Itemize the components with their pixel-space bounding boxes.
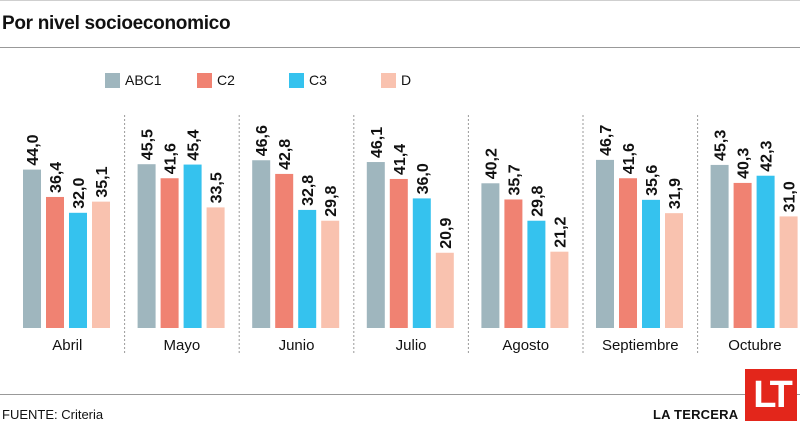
category-label: Abril <box>52 337 82 354</box>
legend-swatch <box>289 72 304 88</box>
data-label: 29,8 <box>529 185 546 216</box>
bar-c2 <box>389 178 408 328</box>
legend-item-c3: C3 <box>289 70 327 90</box>
data-label: 42,8 <box>277 139 294 170</box>
data-label: 40,2 <box>483 148 500 179</box>
brand-logo: LT <box>745 369 797 421</box>
legend-label: C2 <box>217 72 235 88</box>
category-label: Agosto <box>502 337 549 354</box>
bar-c2 <box>160 178 179 328</box>
bar-c2 <box>46 196 64 328</box>
brand-logo-text: LT <box>753 374 793 416</box>
bar-abc1 <box>137 164 156 328</box>
data-label: 32,0 <box>71 178 88 209</box>
bar-abc1 <box>252 160 271 328</box>
legend-item-c2: C2 <box>197 70 235 90</box>
bar-d <box>779 216 798 328</box>
data-label: 44,0 <box>25 134 42 165</box>
data-label: 45,4 <box>186 129 203 160</box>
data-label: 40,3 <box>736 148 753 179</box>
bar-c2 <box>504 199 523 328</box>
data-label: 35,6 <box>644 165 661 196</box>
data-label: 41,6 <box>163 143 180 174</box>
category-label: Julio <box>396 337 427 354</box>
category-label: Mayo <box>164 337 201 354</box>
data-label: 35,1 <box>94 166 111 197</box>
legend-swatch <box>105 72 120 88</box>
bar-c2 <box>733 182 752 328</box>
bar-d <box>92 201 110 328</box>
data-label: 45,5 <box>140 129 157 160</box>
data-label: 45,3 <box>713 130 730 161</box>
footer-divider <box>0 394 800 395</box>
data-label: 20,9 <box>438 218 455 249</box>
title-divider <box>0 47 800 48</box>
data-label: 21,2 <box>552 216 569 247</box>
data-label: 29,8 <box>323 185 340 216</box>
bar-c2 <box>275 173 294 328</box>
legend-label: C3 <box>309 72 327 88</box>
data-label: 35,7 <box>506 164 523 195</box>
bar-abc1 <box>596 159 614 328</box>
category-label: Junio <box>279 337 315 354</box>
bar-d <box>435 252 454 328</box>
bar-chart: 44,0 36,4 32,0 35,1 Abril 45,5 41,6 45,4 33,5 May… <box>23 115 799 355</box>
data-label: 31,9 <box>667 178 684 209</box>
bar-c3 <box>412 198 431 328</box>
legend-label: ABC1 <box>125 72 162 88</box>
data-label: 32,8 <box>300 175 317 206</box>
bar-d <box>321 220 340 328</box>
data-label: 42,3 <box>759 140 776 171</box>
data-label: 46,6 <box>254 125 271 156</box>
data-label: 31,0 <box>782 181 799 212</box>
bar-abc1 <box>23 169 41 328</box>
data-label: 46,7 <box>598 125 615 156</box>
legend-item-d: D <box>381 70 411 90</box>
bar-c3 <box>756 175 775 328</box>
bar-c3 <box>69 212 87 328</box>
bar-abc1 <box>710 164 729 328</box>
bar-c3 <box>527 220 546 328</box>
data-label: 36,0 <box>415 163 432 194</box>
legend-swatch <box>197 72 212 88</box>
category-label: Septiembre <box>602 337 679 354</box>
bar-c3 <box>183 164 202 328</box>
bar-c3 <box>642 199 660 328</box>
bar-abc1 <box>366 162 385 328</box>
bar-c2 <box>619 178 637 328</box>
legend-item-abc1: ABC1 <box>105 70 162 90</box>
data-label: 41,6 <box>621 143 638 174</box>
bar-d <box>206 207 225 328</box>
data-label: 36,4 <box>48 162 65 193</box>
category-label: Octubre <box>728 337 781 354</box>
bar-d <box>550 251 569 328</box>
bar-d <box>665 213 683 328</box>
legend-label: D <box>401 72 412 88</box>
legend-swatch <box>381 72 396 88</box>
page-title: Por nivel socioeconomico <box>2 13 231 34</box>
data-label: 33,5 <box>209 172 226 203</box>
source-note: FUENTE: Criteria <box>2 407 104 422</box>
bar-c3 <box>298 209 317 328</box>
top-rule <box>0 0 800 1</box>
bar-abc1 <box>481 183 500 328</box>
data-label: 41,4 <box>392 144 409 175</box>
brand-name: LA TERCERA <box>653 407 739 422</box>
data-label: 46,1 <box>369 127 386 158</box>
